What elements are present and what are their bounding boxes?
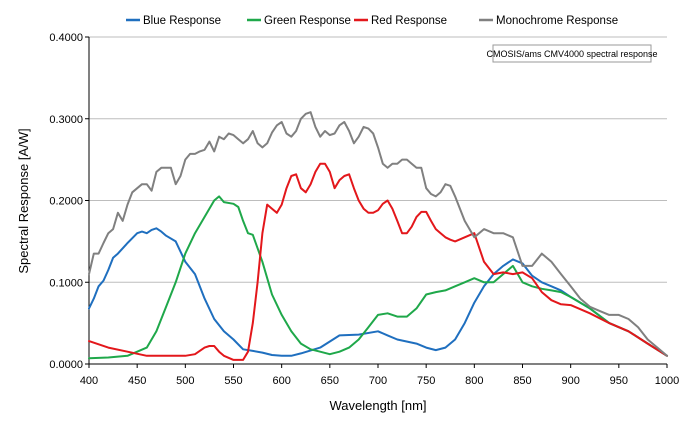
x-tick-label: 850 bbox=[513, 375, 531, 387]
x-tick-label: 1000 bbox=[655, 375, 679, 387]
series-lines bbox=[88, 111, 668, 361]
x-tick-label: 650 bbox=[321, 375, 339, 387]
x-tick-label: 400 bbox=[80, 375, 98, 387]
x-tick-label: 950 bbox=[610, 375, 628, 387]
y-tick-label: 0.0000 bbox=[49, 359, 83, 371]
y-tick-label: 0.3000 bbox=[49, 114, 83, 126]
x-tick-label: 900 bbox=[561, 375, 579, 387]
x-axis-title: Wavelength [nm] bbox=[329, 398, 426, 413]
annotation-text: CMOSIS/ams CMV4000 spectral response bbox=[486, 49, 657, 59]
y-tick-label: 0.2000 bbox=[49, 196, 83, 208]
annotation-frame bbox=[492, 44, 652, 63]
series-line-blue-response bbox=[88, 227, 668, 357]
legend-label-red-response: Red Response bbox=[371, 15, 447, 27]
tick-labels: 0.0000 0.1000 0.2000 0.3000 0.4000 400 450 500 5… bbox=[49, 32, 679, 387]
gridlines bbox=[89, 36, 667, 283]
x-tick-label: 750 bbox=[417, 375, 435, 387]
legend-label-blue-response: Blue Response bbox=[143, 15, 221, 27]
legend: Blue Response Green Response Red Response M… bbox=[126, 15, 618, 27]
x-tick-label: 800 bbox=[465, 375, 483, 387]
legend-label-green-response: Green Response bbox=[264, 15, 351, 27]
x-tick-label: 550 bbox=[224, 375, 242, 387]
annotation-box: CMOSIS/ams CMV4000 spectral response bbox=[486, 44, 658, 63]
axes bbox=[85, 36, 668, 368]
series-line-monochrome-response bbox=[88, 111, 668, 357]
x-tick-label: 500 bbox=[176, 375, 194, 387]
series-line-green-response bbox=[88, 195, 668, 360]
x-tick-label: 700 bbox=[369, 375, 387, 387]
legend-label-monochrome-response: Monochrome Response bbox=[496, 15, 618, 27]
x-tick-label: 600 bbox=[272, 375, 290, 387]
x-tick-label: 450 bbox=[128, 375, 146, 387]
y-tick-label: 0.4000 bbox=[49, 32, 83, 44]
series-line-red-response bbox=[88, 162, 668, 361]
y-axis-title: Spectral Response [A/W] bbox=[16, 128, 31, 273]
y-tick-label: 0.1000 bbox=[49, 277, 83, 289]
